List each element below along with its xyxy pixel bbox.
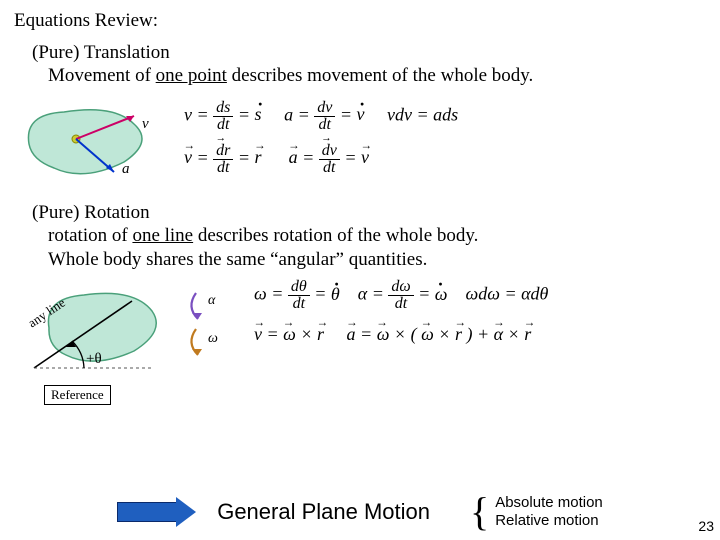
omegadot: ω: [435, 284, 448, 304]
vdot: v: [356, 104, 364, 124]
rotation-body-post: describes rotation of the whole body.: [193, 225, 478, 246]
relative-motion: Relative motion: [495, 512, 603, 530]
translation-body-underline: one point: [156, 65, 227, 86]
rotation-body-line2: Whole body shares the same “angular” qua…: [48, 249, 427, 270]
vdv: vdv: [387, 104, 412, 124]
adth: αdθ: [521, 284, 548, 304]
alpha-label: α: [208, 293, 215, 309]
v-label: v: [142, 116, 302, 133]
general-plane-motion: General Plane Motion: [217, 499, 430, 525]
frac-dvdt: dvdt: [314, 100, 335, 133]
slide-number: 23: [698, 518, 714, 534]
eq-alpha: α: [358, 284, 367, 304]
translation-body-pre: Movement of: [48, 65, 156, 86]
vec-r: r: [317, 324, 324, 344]
reference-box: Reference: [44, 385, 111, 405]
frac-dvdt2: dvdt: [319, 143, 340, 176]
absolute-motion: Absolute motion: [495, 494, 603, 512]
vec-r3: r: [524, 324, 531, 344]
bottom-row: General Plane Motion { Absolute motion R…: [0, 494, 720, 530]
frac-dwdt: dωdt: [388, 279, 413, 312]
rotation-heading: (Pure) Rotation: [32, 202, 706, 224]
vec-a2: a: [347, 324, 356, 344]
rotation-arrows: α ω: [184, 273, 244, 369]
ads: ads: [433, 104, 458, 124]
vdot2: v: [361, 147, 369, 167]
translation-body-post: describes movement of the whole body.: [227, 65, 533, 86]
rotation-body: rotation of one line describes rotation …: [48, 224, 706, 272]
frac-dthdt: dθdt: [288, 279, 310, 312]
wdw: ωdω: [466, 284, 500, 304]
translation-heading: (Pure) Translation: [32, 42, 706, 64]
rotation-body-underline: one line: [132, 225, 193, 246]
brace-group: { Absolute motion Relative motion: [470, 494, 603, 530]
translation-body: Movement of one point describes movement…: [48, 64, 706, 88]
brace-icon: {: [470, 494, 489, 530]
rotation-eq-vector: v = ω × r a = ω × ( ω × r ) + α × r: [254, 324, 706, 345]
rdot: r: [255, 147, 262, 167]
vec-r2: r: [455, 324, 462, 344]
vec-v2: v: [254, 324, 262, 344]
vec-w2: ω: [377, 324, 390, 344]
eq-omega: ω: [254, 284, 267, 304]
sdot: s: [255, 104, 262, 124]
vec-w3: ω: [421, 324, 434, 344]
rotation-eq-angular: ω = dθdt = θ α = dωdt = ω ωdω = αdθ: [254, 279, 706, 312]
page-title: Equations Review:: [14, 10, 706, 32]
theta-label: +θ: [86, 351, 102, 368]
vec-w: ω: [283, 324, 296, 344]
vec-v: v: [184, 147, 192, 167]
rotation-body-pre: rotation of: [48, 225, 132, 246]
rotation-figure: any line +θ: [14, 273, 184, 383]
rotation-equations: ω = dθdt = θ α = dωdt = ω ωdω = αdθ v = …: [244, 273, 706, 347]
vec-a: a: [289, 147, 298, 167]
vec-alpha: α: [494, 324, 503, 344]
thetadot: θ: [331, 284, 340, 304]
arrow-icon: [117, 502, 177, 522]
motion-list: Absolute motion Relative motion: [495, 494, 603, 530]
omega-label: ω: [208, 331, 218, 347]
rotation-row: any line +θ α ω ω = dθdt = θ α = dωdt = …: [14, 273, 706, 383]
